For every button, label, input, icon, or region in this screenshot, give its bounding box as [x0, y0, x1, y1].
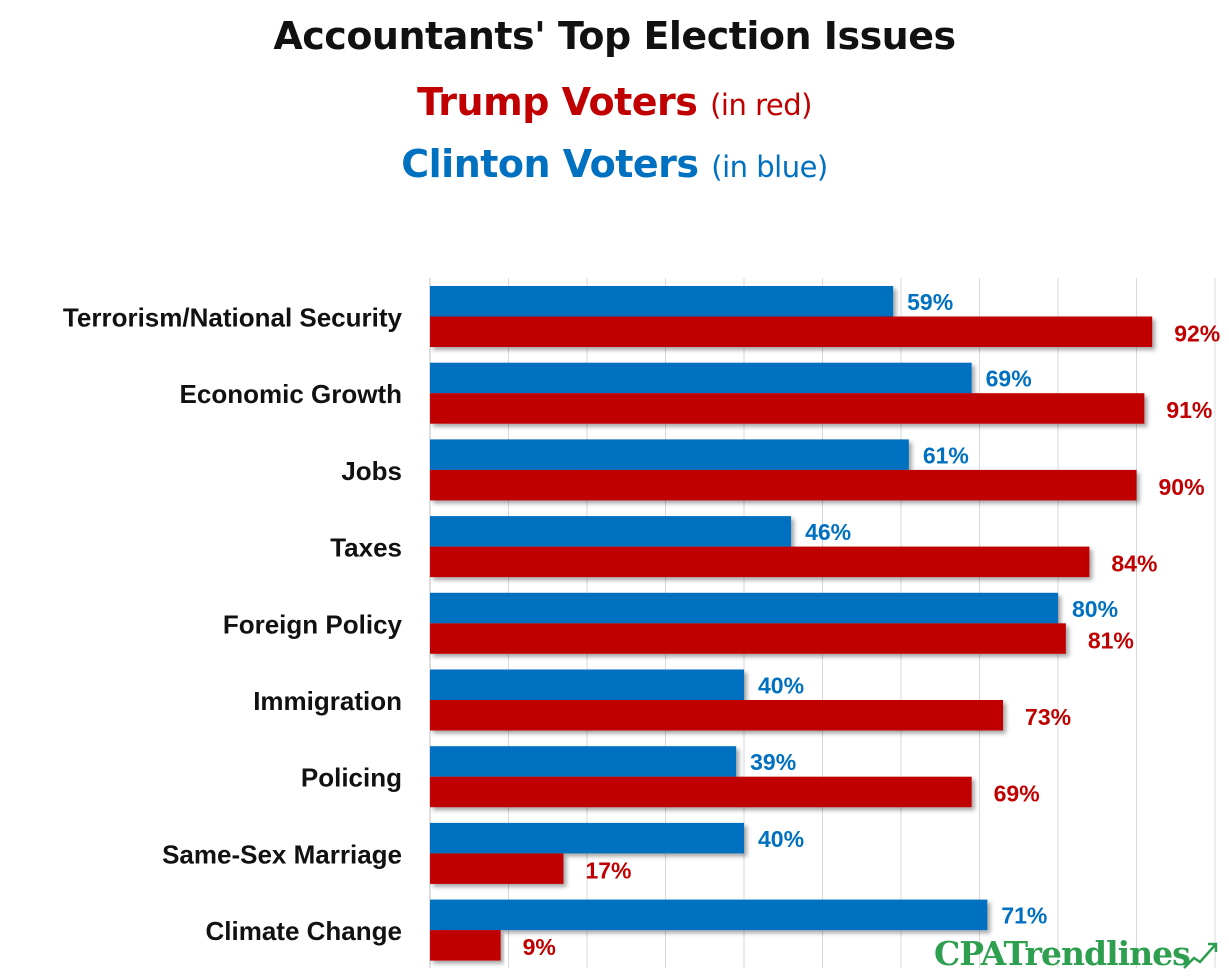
category-label: Jobs — [341, 456, 402, 486]
trump-value-label: 9% — [523, 934, 556, 960]
clinton-bar — [430, 362, 972, 394]
clinton-legend-title: Clinton Voters (in blue) — [0, 142, 1229, 186]
trump-value-label: 69% — [994, 781, 1040, 807]
clinton-bar — [430, 286, 894, 317]
category-label: Terrorism/National Security — [63, 303, 403, 333]
clinton-value-label: 59% — [907, 289, 953, 315]
trump-value-label: 73% — [1025, 704, 1071, 730]
trump-bar — [430, 393, 1145, 424]
trump-value-label: 84% — [1111, 551, 1157, 577]
category-label: Same-Sex Marriage — [162, 839, 402, 869]
trump-bar — [430, 776, 972, 808]
clinton-value-label: 40% — [758, 826, 804, 852]
clinton-value-label: 61% — [923, 442, 969, 468]
category-label: Economic Growth — [180, 379, 402, 409]
trump-value-label: 17% — [585, 857, 631, 883]
clinton-bar — [430, 669, 744, 700]
trend-line-icon — [1183, 942, 1218, 969]
trump-legend-note: (in red) — [710, 88, 812, 122]
clinton-value-label: 46% — [805, 519, 851, 545]
clinton-value-label: 40% — [758, 673, 804, 699]
trump-bar — [430, 546, 1090, 578]
category-label: Foreign Policy — [223, 609, 403, 639]
clinton-bar — [430, 516, 792, 547]
category-label: Climate Change — [206, 916, 403, 946]
trump-bar — [430, 930, 501, 961]
clinton-value-label: 80% — [1072, 596, 1118, 622]
clinton-value-label: 39% — [750, 749, 796, 775]
trump-legend-title: Trump Voters (in red) — [0, 80, 1229, 124]
trump-value-label: 91% — [1166, 397, 1212, 423]
clinton-legend-label: Clinton Voters — [401, 142, 699, 186]
trump-value-label: 81% — [1088, 627, 1134, 653]
clinton-bar — [430, 746, 737, 777]
clinton-legend-note: (in blue) — [711, 150, 828, 184]
trump-bar — [430, 469, 1137, 501]
clinton-value-label: 71% — [1001, 903, 1047, 929]
trump-value-label: 90% — [1159, 474, 1205, 500]
trump-legend-label: Trump Voters — [417, 80, 698, 124]
category-label: Taxes — [330, 533, 402, 563]
cpatrendlines-logo: CPATrendlines — [934, 934, 1224, 976]
clinton-bar — [430, 592, 1058, 624]
trump-bar — [430, 700, 1004, 731]
clinton-value-label: 69% — [986, 366, 1032, 392]
trump-value-label: 92% — [1174, 321, 1220, 347]
clinton-bar — [430, 822, 744, 854]
chart-title: Accountants' Top Election Issues — [273, 14, 956, 58]
category-label: Policing — [301, 763, 402, 793]
trump-bar — [430, 623, 1066, 654]
trump-bar — [430, 853, 564, 884]
logo-text: CPATrendlines — [934, 934, 1191, 973]
clinton-bar — [430, 439, 909, 470]
clinton-bar — [430, 899, 988, 931]
trump-bar — [430, 316, 1153, 347]
category-label: Immigration — [253, 686, 402, 716]
